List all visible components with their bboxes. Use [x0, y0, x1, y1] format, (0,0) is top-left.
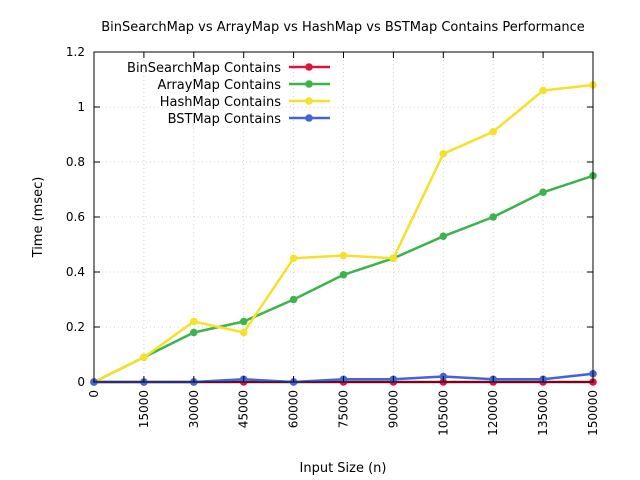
x-tick-label: 30000	[187, 390, 201, 428]
data-point-arraymap-contains	[539, 188, 547, 197]
legend-label-bstmap-contains: BSTMap Contains	[168, 112, 282, 127]
y-tick-label: 0.4	[66, 265, 85, 279]
y-tick-label: 0.8	[66, 155, 85, 169]
x-tick-label: 15000	[137, 390, 151, 428]
data-point-arraymap-contains	[190, 328, 198, 337]
series-line-hashmap-contains	[93, 83, 594, 384]
data-point-arraymap-contains	[289, 295, 298, 304]
data-point-hashmap-contains	[339, 251, 348, 260]
y-tick-label: 1	[77, 100, 85, 114]
x-axis-label: Input Size (n)	[300, 461, 387, 476]
x-tick-label: 75000	[337, 390, 351, 428]
ticks: 0 15000 30000 45000 60000 75000 90000 105000 120…	[66, 45, 600, 436]
x-tick-label: 135000	[536, 390, 550, 436]
x-tick-label: 60000	[287, 390, 301, 428]
data-point-arraymap-contains	[489, 213, 498, 221]
data-point-arraymap-contains	[439, 232, 448, 241]
data-point-hashmap-contains	[289, 254, 298, 263]
y-tick-label: 0.6	[66, 210, 85, 224]
x-tick-label: 90000	[386, 390, 400, 428]
legend-swatch-point-binsearchmap-contains	[305, 63, 313, 71]
series-line-arraymap-contains	[93, 174, 594, 384]
data-point-arraymap-contains	[239, 317, 248, 326]
y-tick-label: 0.2	[66, 320, 85, 334]
data-point-arraymap-contains	[339, 270, 348, 279]
legend-label-arraymap-contains: ArrayMap Contains	[157, 78, 281, 93]
y-tick-label: 0	[77, 375, 85, 389]
data-point-hashmap-contains	[190, 317, 198, 326]
chart-title: BinSearchMap vs ArrayMap vs HashMap vs B…	[101, 20, 585, 35]
y-axis-label: Time (msec)	[31, 177, 46, 259]
legend-swatch-point-hashmap-contains	[305, 97, 313, 105]
x-tick-label: 105000	[436, 390, 450, 436]
legend: BinSearchMap Contains ArrayMap Contains Ha…	[127, 61, 330, 127]
x-tick-label: 150000	[586, 390, 600, 436]
data-point-hashmap-contains	[489, 127, 498, 136]
data-point-hashmap-contains	[539, 86, 547, 95]
legend-swatch-point-bstmap-contains	[305, 114, 313, 122]
y-tick-label: 1.2	[66, 45, 85, 59]
data-point-hashmap-contains	[439, 149, 448, 158]
data-point-hashmap-contains	[389, 254, 398, 263]
x-tick-label: 120000	[486, 390, 500, 436]
legend-swatch-point-arraymap-contains	[305, 80, 313, 88]
legend-label-binsearchmap-contains: BinSearchMap Contains	[127, 61, 281, 76]
x-tick-label: 45000	[237, 390, 251, 428]
x-tick-label: 0	[87, 390, 101, 398]
data-point-hashmap-contains	[239, 328, 248, 337]
data-point-hashmap-contains	[140, 353, 148, 362]
legend-label-hashmap-contains: HashMap Contains	[160, 95, 282, 110]
